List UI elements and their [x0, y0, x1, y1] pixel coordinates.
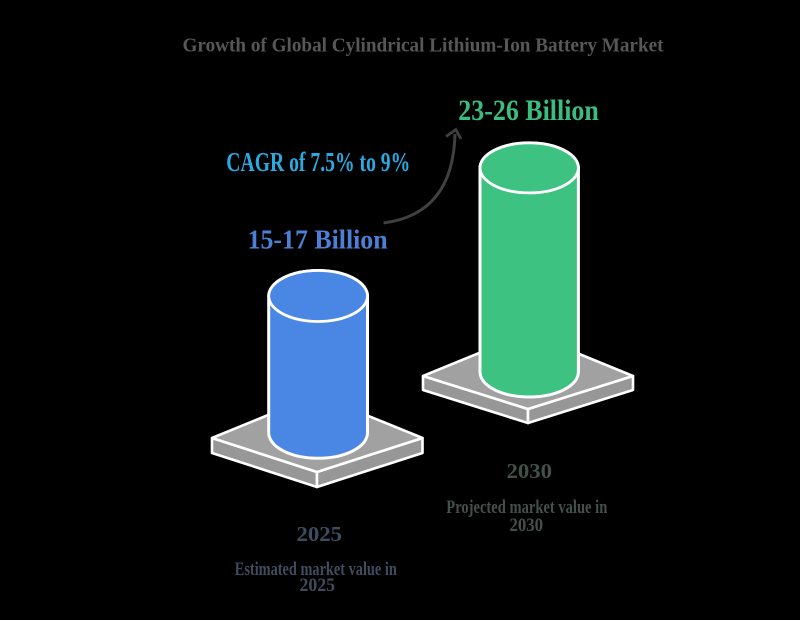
svg-text:2030: 2030: [510, 515, 544, 536]
svg-text:15-17 Billion: 15-17 Billion: [248, 224, 388, 255]
svg-text:2025: 2025: [300, 575, 336, 596]
svg-text:Growth of Global Cylindrical L: Growth of Global Cylindrical Lithium-Ion…: [183, 34, 664, 56]
svg-text:Estimated market value in: Estimated market value in: [235, 559, 398, 580]
svg-text:2030: 2030: [507, 459, 553, 483]
svg-text:Projected market value in: Projected market value in: [446, 497, 608, 518]
svg-text:2025: 2025: [297, 522, 343, 546]
svg-text:23-26 Billion: 23-26 Billion: [458, 94, 599, 127]
svg-text:CAGR of 7.5% to 9%: CAGR of 7.5% to 9%: [226, 147, 410, 177]
